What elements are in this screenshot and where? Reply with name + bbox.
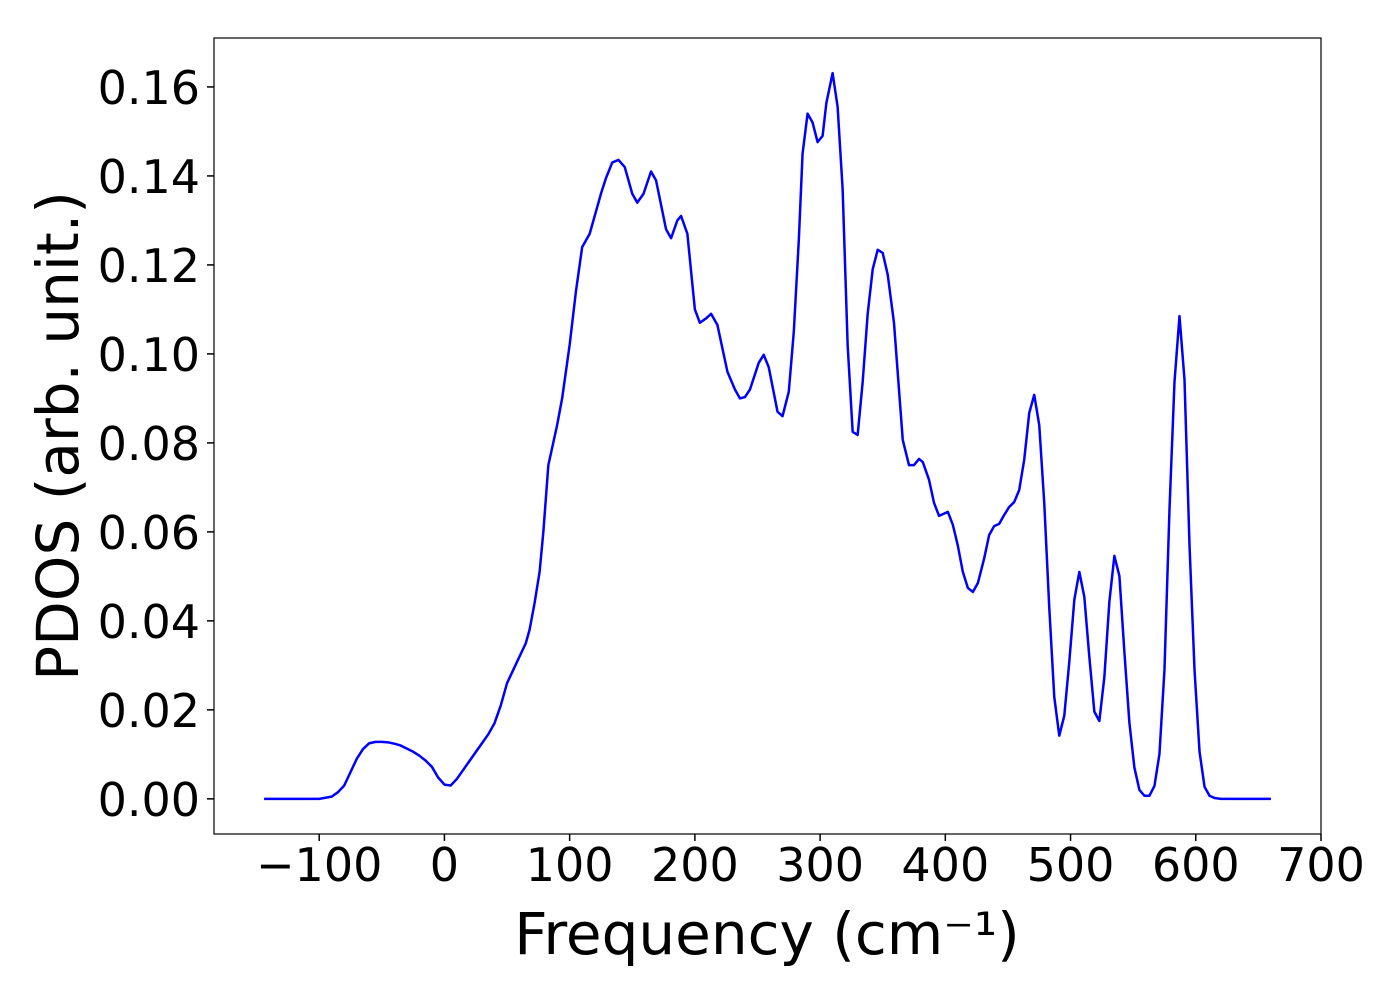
x-tick-label: 0 (430, 838, 459, 892)
x-tick-label: 100 (526, 838, 614, 892)
y-tick-label: 0.10 (98, 328, 200, 382)
x-tick-label: 500 (1027, 838, 1115, 892)
y-tick-label: 0.08 (98, 417, 200, 471)
y-tick-label: 0.06 (98, 506, 200, 560)
y-tick-label: 0.02 (98, 684, 200, 738)
x-tick-label: −100 (256, 838, 382, 892)
x-tick-label: 200 (651, 838, 739, 892)
x-tick-label: 600 (1152, 838, 1240, 892)
x-tick-label: 700 (1277, 838, 1365, 892)
data-line (264, 71, 1271, 801)
plot-frame (213, 37, 1322, 835)
x-tick-label: 300 (776, 838, 864, 892)
y-tick-label: 0.00 (98, 773, 200, 827)
y-tick-label: 0.16 (98, 61, 200, 115)
x-tick-label: 400 (901, 838, 989, 892)
y-axis-label: PDOS (arb. unit.) (24, 191, 92, 681)
y-tick-label: 0.04 (98, 595, 200, 649)
x-axis-label: Frequency (cm⁻¹) (514, 900, 1020, 968)
y-tick-label: 0.14 (98, 150, 200, 204)
y-tick-label: 0.12 (98, 239, 200, 293)
